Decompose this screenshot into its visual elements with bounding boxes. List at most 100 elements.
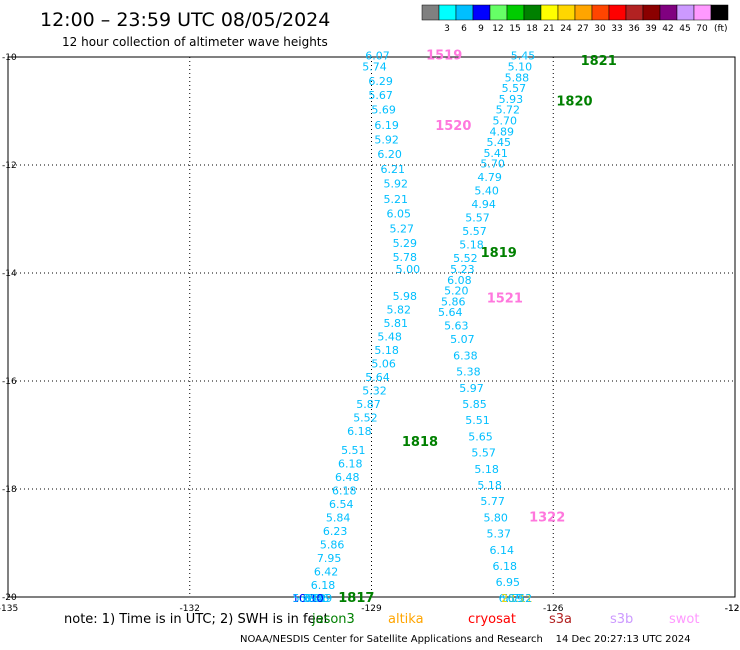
swh-value: 6.29 [368,75,393,88]
pass-id: 1820 [556,95,592,110]
swh-value: 6.05 [387,207,412,220]
swh-value: 5.07 [450,333,475,346]
swh-value: 6.54 [329,498,354,511]
colorbar-swatch [676,4,695,21]
swh-value: 5.48 [377,331,402,344]
swh-value: 5.70 [493,115,518,128]
y-tick-label: -20 [2,593,17,603]
colorbar-tick-label: 15 [509,24,520,34]
colorbar-tick-label: 6 [461,24,467,34]
swh-value: 5.86 [441,295,466,308]
x-tick-label: -132 [180,604,200,614]
swh-value: 5.92 [383,178,408,191]
colorbar-swatch [574,4,593,21]
swh-value: 6.18 [311,579,336,592]
colorbar-swatch [421,4,440,21]
x-tick-label: -123 [725,604,740,614]
note-text: note: 1) Time is in UTC; 2) SWH is in fe… [64,612,329,627]
satellite-s3a: s3a [549,612,573,627]
swh-value: 5.87 [356,398,381,411]
swh-value: 5.18 [477,479,502,492]
chart-title: 12:00 – 23:59 UTC 08/05/2024 [40,9,330,31]
swh-value: 5.81 [383,317,408,330]
swh-value: 6.36 [305,592,330,605]
swh-value: 5.78 [393,251,418,264]
swh-value: 5.23 [450,263,475,276]
colorbar-swatch [591,4,610,21]
swh-value: 5.84 [326,511,351,524]
swh-value: 6.23 [323,525,348,538]
pass-id: 1818 [402,435,438,450]
colorbar-swatch [710,4,729,21]
pass-id: 1520 [435,119,471,134]
colorbar-swatch [489,4,508,21]
swh-value: 5.57 [502,82,527,95]
colorbar-tick-label: 36 [628,24,640,34]
footer: NOAA/NESDIS Center for Satellite Applica… [240,634,691,645]
swh-value: 5.74 [362,61,387,74]
satellite-s3b: s3b [610,612,634,627]
swh-value: 6.48 [335,471,360,484]
colorbar-tick-label: 3 [444,24,450,34]
swh-value: 5.41 [483,147,508,160]
axis-ticks: -135 -132 -129 -126 -123-120 -10 -12 -14 -16 -18 -… [0,53,740,614]
footer-credit: NOAA/NESDIS Center for Satellite Applica… [240,634,543,645]
swh-value: 5.86 [320,538,345,551]
swh-value: 10.10 [292,592,324,605]
swh-value: 4.89 [490,125,515,138]
swh-value: 5.45 [486,136,511,149]
x-tick-label: -129 [361,604,382,614]
swh-value: 5.89 [293,592,318,605]
swh-value: 4.79 [477,171,502,184]
colorbar-tick-label: 30 [594,24,606,34]
y-tick-label: -16 [2,377,17,387]
pass-id: 1817 [338,591,374,606]
swh-value: 5.98 [393,290,418,303]
swh-value: 5.00 [396,263,421,276]
swh-value: 6.95 [496,576,521,589]
swh-value: 5.88 [505,71,530,84]
swh-value: 6.20 [377,148,402,161]
swh-value: 5.32 [362,385,387,398]
colorbar-tick-label: 18 [526,24,538,34]
swh-value: 7.95 [317,552,342,565]
x-tick-label: -120 [725,604,740,614]
pass-id: 1521 [487,292,523,307]
colorbar-tick-label: 39 [645,24,657,34]
swh-value: 5.18 [374,344,399,357]
colorbar-swatch [438,4,457,21]
swh-value: 5.67 [368,89,393,102]
swh-value: 5.45 [511,50,536,63]
swh-value: 5.40 [474,185,499,198]
swh-value: 5.92 [374,133,399,146]
colorbar-swatch [472,4,491,21]
swh-value: 6.08 [447,274,472,287]
swh-value: 5.27 [390,223,415,236]
colorbar-tick-label: 24 [560,24,572,34]
pass-id: 1821 [581,54,617,69]
y-tick-label: -14 [2,269,17,279]
swh-value: 6.34 [299,592,324,605]
swh-value: 5.29 [393,237,418,250]
y-tick-label: -12 [2,161,17,171]
colorbar-tick-label: 45 [679,24,690,34]
swh-value: 5.85 [462,398,487,411]
swh-value: 5.18 [459,239,484,252]
colorbar-swatch [506,4,525,21]
colorbar-swatch [693,4,712,21]
colorbar-tick-label: 42 [662,24,673,34]
swh-value: 5.38 [456,366,481,379]
colorbar-swatch [659,4,678,21]
colorbar-tick-label: 12 [492,24,503,34]
x-tick-label: -135 [0,604,18,614]
colorbar-swatch [557,4,576,21]
swh-labels: 6.075.746.295.675.696.195.926.206.215.92… [292,50,535,605]
colorbar-tick-label: 27 [577,24,588,34]
swh-value: 5.93 [499,93,524,106]
swh-value: 5.52 [353,412,378,425]
swh-value: 5.77 [480,495,505,508]
swh-value: 5.65 [468,430,493,443]
swh-value: 5.51 [341,444,366,457]
pass-id: 1819 [481,246,517,261]
swh-value: 5.51 [465,414,490,427]
